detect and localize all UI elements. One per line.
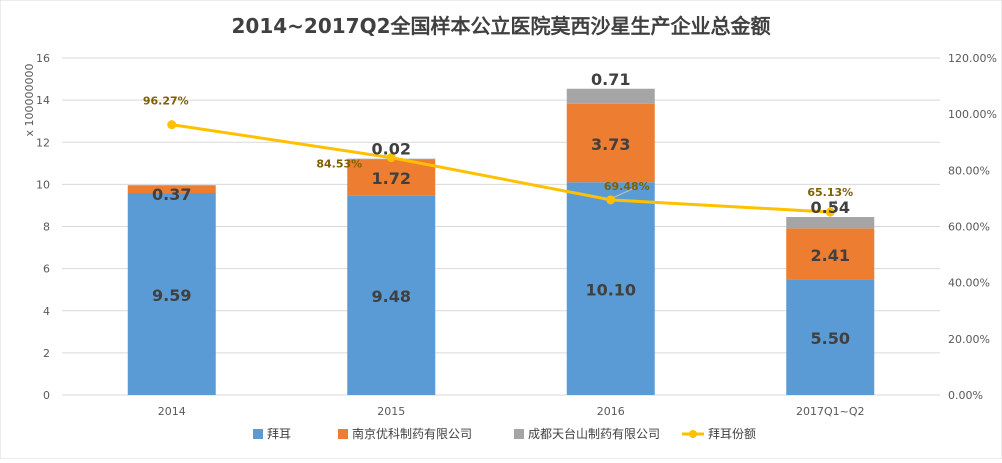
share-value-label: 84.53% [316,158,362,171]
left-tick-label: 0 [43,389,50,402]
category-label: 2014 [158,405,186,418]
legend-swatch [689,430,697,438]
left-tick-label: 12 [36,136,50,149]
right-tick-label: 0.00% [948,389,983,402]
bar-value-label: 10.10 [585,281,636,300]
chart-title: 2014~2017Q2全国样本公立医院莫西沙星生产企业总金额 [231,14,770,38]
right-tick-label: 100.00% [948,108,997,121]
bar-segment [567,89,655,104]
bar-value-label: 1.72 [372,169,411,188]
right-tick-label: 120.00% [948,52,997,65]
bar-segment [786,217,874,228]
left-tick-label: 6 [43,263,50,276]
share-value-label: 96.27% [143,95,189,108]
bar-value-label: 2.41 [811,246,850,265]
left-tick-label: 14 [36,94,50,107]
legend-swatch [514,429,524,439]
right-tick-label: 60.00% [948,221,990,234]
left-tick-label: 16 [36,52,50,65]
share-line-point [167,120,176,129]
left-tick-label: 10 [36,178,50,191]
legend-swatch [253,429,263,439]
share-line-point [606,195,615,204]
legend-label: 拜耳 [267,427,291,441]
left-tick-label: 8 [43,221,50,234]
left-tick-label: 4 [43,305,50,318]
right-tick-label: 40.00% [948,277,990,290]
share-value-label: 69.48% [604,180,650,193]
legend-label: 成都天台山制药有限公司 [528,426,660,441]
legend-label: 南京优科制药有限公司 [352,426,472,441]
legend-label: 拜耳份额 [708,427,756,441]
bar-value-label: 0.37 [152,185,191,204]
legend-swatch [338,429,348,439]
share-value-label: 65.13% [807,186,853,199]
bar-value-label: 0.54 [811,198,850,217]
bar-value-label: 3.73 [591,135,630,154]
bar-value-label: 9.48 [372,287,411,306]
bar-value-label: 5.50 [811,329,850,348]
left-tick-label: 2 [43,347,50,360]
bar-value-label: 0.71 [591,70,630,89]
category-label: 2016 [597,405,625,418]
right-tick-label: 20.00% [948,333,990,346]
bar-value-label: 0.02 [372,140,411,159]
y-axis-unit-label: x 100000000 [23,64,36,137]
category-label: 2017Q1~Q2 [796,405,865,418]
bar-value-label: 9.59 [152,286,191,305]
category-label: 2015 [377,405,405,418]
right-tick-label: 80.00% [948,164,990,177]
